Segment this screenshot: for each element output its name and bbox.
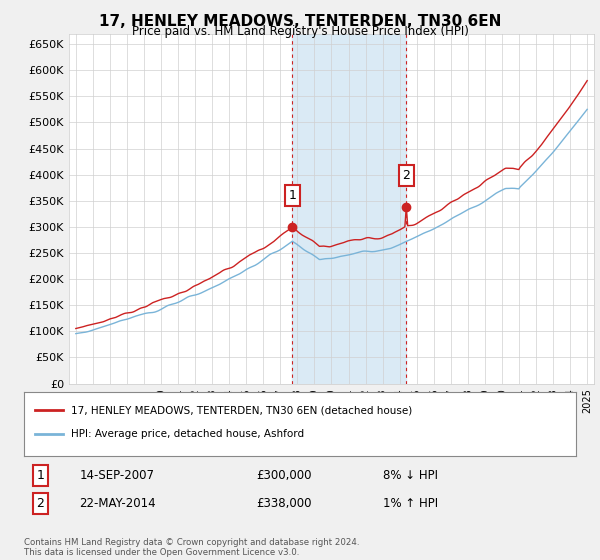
Bar <box>292 34 406 384</box>
Text: 1: 1 <box>37 469 44 482</box>
Text: 22-MAY-2014: 22-MAY-2014 <box>79 497 156 510</box>
Text: 1: 1 <box>289 189 296 202</box>
Text: 17, HENLEY MEADOWS, TENTERDEN, TN30 6EN: 17, HENLEY MEADOWS, TENTERDEN, TN30 6EN <box>99 14 501 29</box>
Text: HPI: Average price, detached house, Ashford: HPI: Average price, detached house, Ashf… <box>71 429 304 439</box>
Text: 2: 2 <box>37 497 44 510</box>
Text: Price paid vs. HM Land Registry's House Price Index (HPI): Price paid vs. HM Land Registry's House … <box>131 25 469 38</box>
Text: £338,000: £338,000 <box>256 497 311 510</box>
Text: Contains HM Land Registry data © Crown copyright and database right 2024.
This d: Contains HM Land Registry data © Crown c… <box>24 538 359 557</box>
Text: 14-SEP-2007: 14-SEP-2007 <box>79 469 154 482</box>
Text: 1% ↑ HPI: 1% ↑ HPI <box>383 497 438 510</box>
Text: 8% ↓ HPI: 8% ↓ HPI <box>383 469 438 482</box>
Text: £300,000: £300,000 <box>256 469 311 482</box>
Text: 2: 2 <box>403 169 410 182</box>
Text: 17, HENLEY MEADOWS, TENTERDEN, TN30 6EN (detached house): 17, HENLEY MEADOWS, TENTERDEN, TN30 6EN … <box>71 405 412 415</box>
